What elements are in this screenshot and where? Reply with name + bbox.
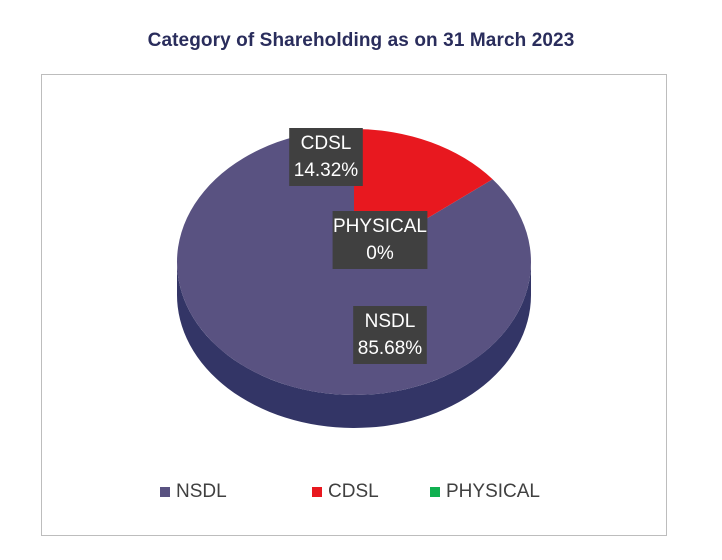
data-label-text: 0%: [366, 243, 394, 264]
legend-item-cdsl[interactable]: CDSL: [312, 481, 379, 502]
data-label-text: PHYSICAL: [333, 216, 427, 237]
legend-label: CDSL: [328, 481, 379, 502]
data-label-text: 14.32%: [294, 160, 359, 181]
data-label-text: NSDL: [365, 311, 416, 332]
legend-swatch: [430, 487, 440, 497]
legend-label: NSDL: [176, 481, 227, 502]
legend: NSDL CDSL PHYSICAL: [160, 481, 540, 502]
data-labels: NSDL 85.68% CDSL 14.32% PHYSICAL 0%: [289, 128, 428, 364]
data-label-physical: PHYSICAL 0%: [332, 211, 428, 269]
chart-title: Category of Shareholding as on 31 March …: [147, 30, 575, 51]
data-label-box: [332, 211, 428, 269]
data-label-cdsl: CDSL 14.32%: [289, 128, 363, 186]
data-label-box: [353, 306, 427, 364]
legend-item-physical[interactable]: PHYSICAL: [430, 481, 540, 502]
pie-side-nsdl: [177, 260, 531, 429]
legend-label: PHYSICAL: [446, 481, 540, 502]
data-label-text: CDSL: [301, 133, 352, 154]
legend-swatch: [160, 487, 170, 497]
data-label-text: 85.68%: [358, 338, 423, 359]
data-label-box: [289, 128, 363, 186]
data-label-nsdl: NSDL 85.68%: [353, 306, 427, 364]
legend-swatch: [312, 487, 322, 497]
pie-sides: [177, 260, 531, 429]
legend-item-nsdl[interactable]: NSDL: [160, 481, 227, 502]
